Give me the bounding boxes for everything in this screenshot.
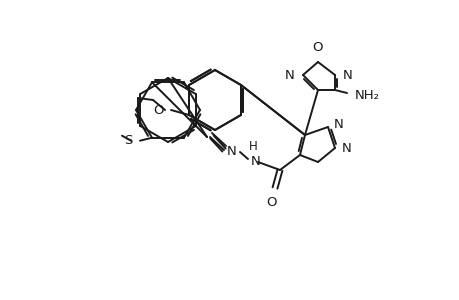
Text: N: N	[341, 142, 351, 154]
Text: H: H	[248, 140, 257, 153]
Text: N: N	[251, 154, 260, 167]
Text: O: O	[312, 41, 323, 54]
Text: O: O	[266, 196, 277, 209]
Text: O: O	[153, 103, 164, 116]
Text: N: N	[342, 68, 352, 82]
Text: N: N	[333, 118, 343, 130]
Text: N: N	[285, 68, 294, 82]
Text: NH₂: NH₂	[354, 88, 379, 101]
Text: S: S	[124, 134, 133, 147]
Text: N: N	[227, 145, 236, 158]
